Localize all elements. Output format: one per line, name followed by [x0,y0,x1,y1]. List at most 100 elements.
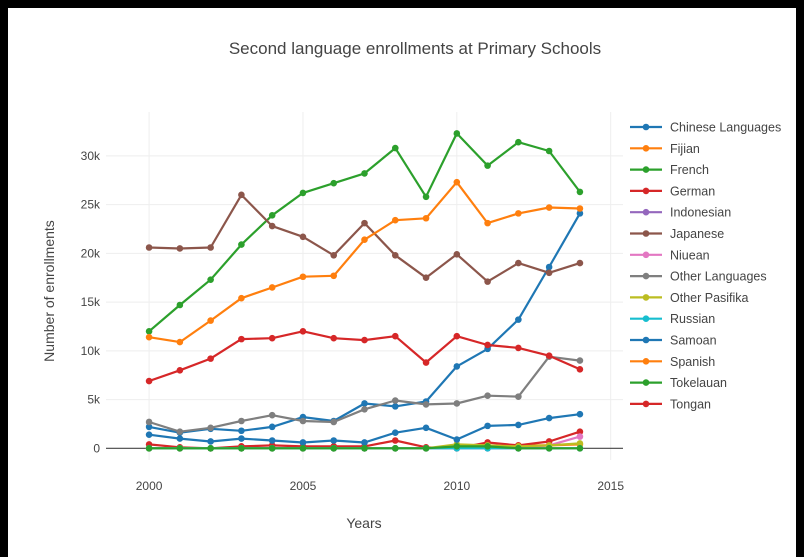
legend[interactable]: Chinese Languages Fijian French German Indon… [630,121,781,412]
data-point [299,439,307,446]
legend-label: Tokelauan [670,376,727,390]
data-point [268,411,276,419]
data-point [299,328,307,335]
series-layer [145,130,584,452]
legend-swatch-marker [642,315,650,323]
data-point [145,418,153,426]
data-point [453,443,461,450]
y-tick-label: 25k [81,198,101,212]
legend-item[interactable]: Fijian [630,142,700,156]
data-point [361,400,368,407]
data-point [176,338,184,346]
data-point [330,445,338,452]
data-point [238,294,245,302]
legend-item[interactable]: Other Pasifika [630,291,749,305]
data-point [391,144,399,152]
data-point [268,423,276,431]
data-point [422,401,430,408]
legend-item[interactable]: Samoan [630,334,717,348]
legend-label: German [670,184,715,198]
y-tick-label: 30k [81,149,101,163]
data-point [422,193,430,201]
legend-label: Niuean [670,248,710,262]
data-point [391,332,399,340]
y-tick-label: 5k [87,393,101,407]
legend-item[interactable]: Tokelauan [630,376,727,390]
data-point [145,328,153,335]
data-point [268,445,276,452]
data-point [422,424,430,432]
data-point [176,367,184,374]
legend-item[interactable]: Tongan [630,397,711,411]
legend-label: Indonesian [670,206,731,220]
data-point [453,436,461,443]
data-point [484,392,491,399]
y-axis-title: Number of enrollments [41,220,57,362]
data-point [391,437,399,444]
data-point [391,429,399,437]
data-point [176,301,184,309]
data-point [207,276,214,283]
data-point [515,445,522,452]
x-tick-labels: 2000 2005 2010 2015 [136,479,625,493]
data-point [391,216,399,224]
data-point [545,414,553,422]
line-chart: Second language enrollments at Primary S… [41,39,781,531]
x-axis-title: Years [346,515,381,531]
legend-label: Fijian [670,142,700,156]
legend-swatch-marker [642,294,650,301]
data-point [484,443,491,450]
data-point [576,410,584,418]
data-point [391,445,399,452]
data-point [576,366,584,373]
data-point [145,445,153,452]
data-point [330,437,338,444]
data-point [545,445,553,452]
legend-item[interactable]: Japanese [630,227,724,241]
data-point [207,355,214,362]
data-point [207,424,214,432]
data-point [422,359,430,366]
data-point [330,334,338,342]
legend-label: Other Pasifika [670,291,749,305]
legend-swatch-marker [642,123,650,131]
legend-item[interactable]: Russian [630,312,715,326]
y-tick-labels: 0 5k 10k 15k 20k 25k 30k [81,149,101,455]
chart-title: Second language enrollments at Primary S… [229,39,601,58]
data-point [515,138,522,146]
data-point [422,274,430,282]
data-point [145,431,153,438]
data-point [391,403,399,410]
series-other-languages [145,353,584,436]
chart-frame: Second language enrollments at Primary S… [8,8,796,557]
legend-label: Spanish [670,355,715,369]
data-point [576,440,584,447]
legend-item[interactable]: Niuean [630,248,710,262]
legend-item[interactable]: French [630,163,709,177]
legend-item[interactable]: Indonesian [630,206,731,220]
legend-item[interactable]: Chinese Languages [630,121,781,135]
data-point [145,423,153,431]
legend-item[interactable]: German [630,184,715,198]
legend-item[interactable]: Other Languages [630,270,767,284]
data-point [238,445,245,452]
data-point [268,212,276,219]
data-point [238,191,245,199]
legend-swatch-marker [642,208,650,216]
data-point [453,251,461,258]
legend-swatch-marker [642,145,650,152]
data-point [484,422,491,430]
data-point [576,445,584,452]
data-point [207,445,214,452]
x-tick-label: 2005 [290,479,317,493]
data-point [361,236,368,243]
data-point [391,397,399,404]
data-point [330,179,338,187]
data-point [268,222,276,230]
data-point [268,437,276,444]
data-point [515,344,522,352]
legend-item[interactable]: Spanish [630,355,715,369]
data-point [330,272,338,280]
data-point [576,357,584,364]
legend-swatch-marker [642,358,650,365]
